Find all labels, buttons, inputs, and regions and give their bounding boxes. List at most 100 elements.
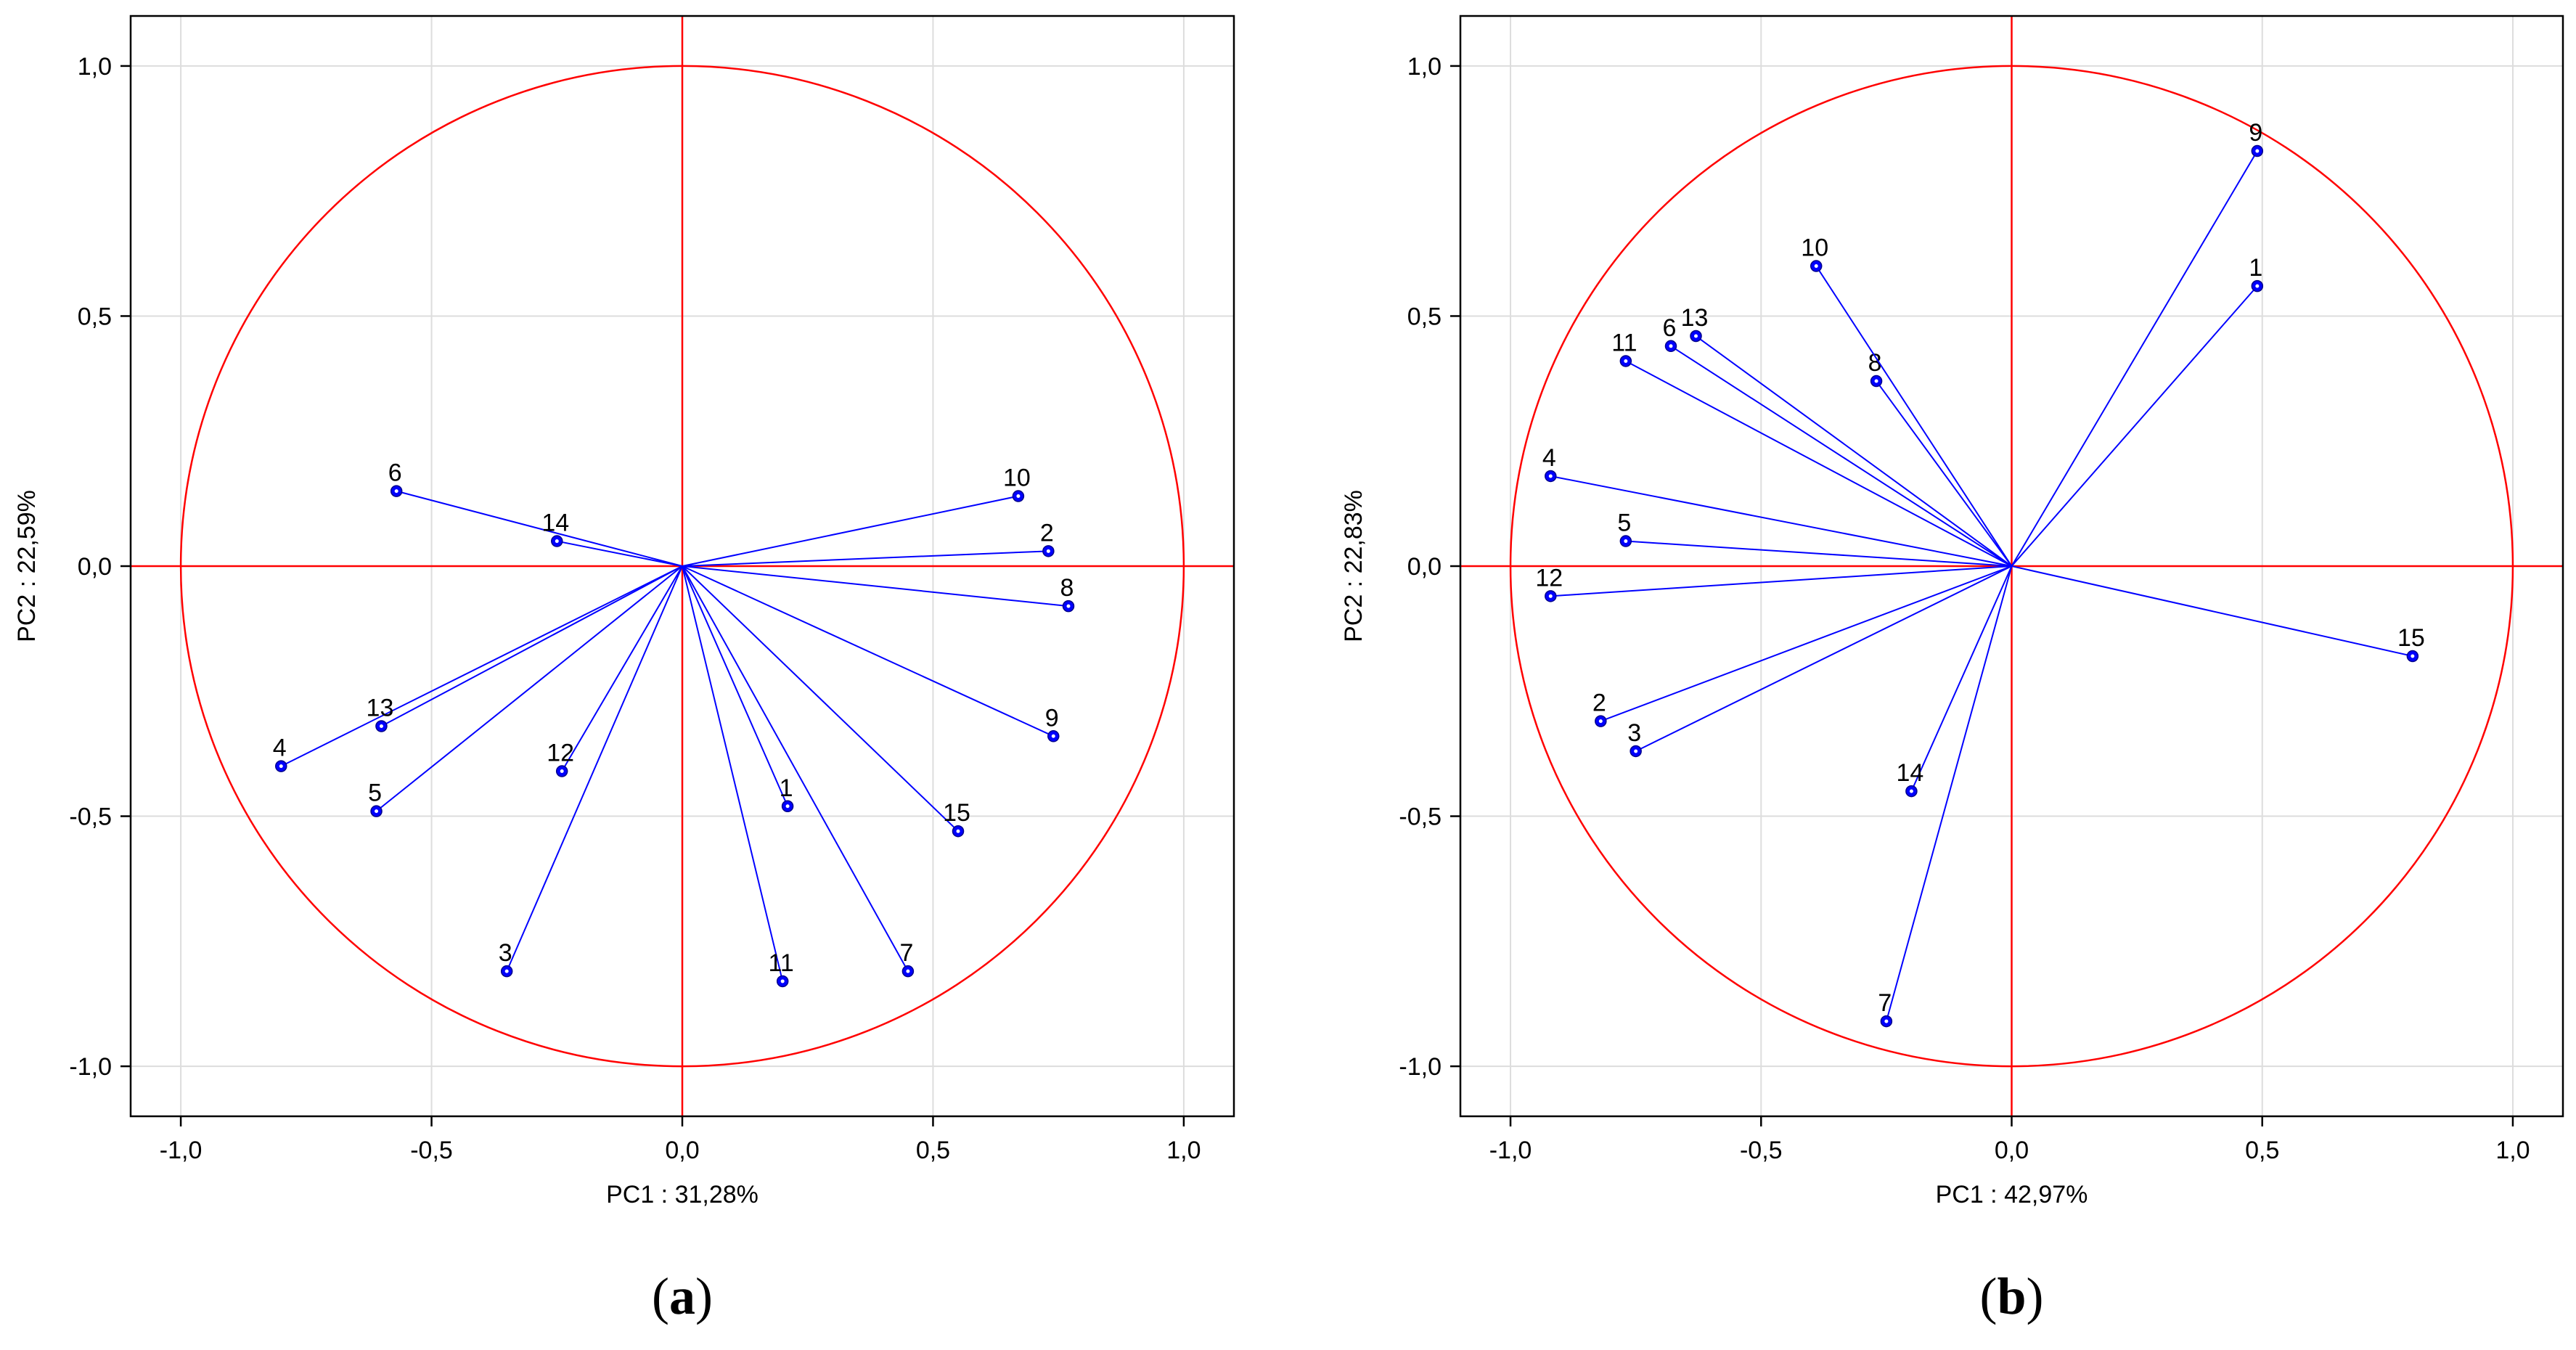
loading-vector-10	[1815, 265, 2013, 567]
loading-point-center	[1066, 604, 1071, 608]
point-label-3: 3	[499, 939, 512, 967]
loading-point-center	[1814, 264, 1818, 269]
panel-label-open-paren: (	[652, 1267, 669, 1325]
loading-vector-9	[2011, 150, 2258, 567]
point-label-2: 2	[1040, 519, 1054, 547]
loading-vector-6	[396, 490, 683, 567]
point-label-9: 9	[1045, 704, 1059, 732]
panel-label-letter: b	[1997, 1267, 2026, 1325]
panel-label-close-paren: )	[695, 1267, 713, 1325]
loading-vector-14	[557, 540, 683, 567]
loading-vector-14	[1910, 565, 2013, 792]
loading-vector-15	[2011, 565, 2413, 658]
point-label-9: 9	[2249, 119, 2262, 147]
loading-vector-5	[1625, 540, 2012, 567]
pca-panel-b: -1,0 -0,5 0,0 0,5 1,0 -1,0 -0,5 0,0 0,5 1,0 PC1 : …	[1340, 15, 2564, 1325]
loading-vector-4	[1550, 475, 2012, 567]
y-axis-title: PC2 : 22,83%	[1340, 490, 1367, 642]
y-tick-label: 1,0	[1407, 53, 1442, 81]
x-tick-label: 0,0	[1995, 1137, 2029, 1164]
point-label-15: 15	[943, 799, 970, 827]
loading-point-center	[504, 969, 509, 973]
loading-point-center	[1884, 1019, 1889, 1023]
point-label-6: 6	[1663, 314, 1677, 342]
point-label-8: 8	[1868, 349, 1882, 377]
y-tick-label: -1,0	[69, 1053, 112, 1081]
loading-point-center	[785, 804, 790, 809]
loading-vector-8	[682, 565, 1069, 608]
y-tick-label: -0,5	[69, 803, 112, 831]
y-tick-label: 1,0	[78, 53, 112, 81]
point-label-10: 10	[1003, 465, 1031, 492]
loading-vector-8	[1876, 380, 2013, 567]
point-label-7: 7	[1878, 989, 1892, 1017]
x-tick-label: 1,0	[2495, 1137, 2530, 1164]
y-tick-label: 0,0	[78, 553, 112, 581]
loading-point-center	[1909, 789, 1913, 793]
y-tick-label: 0,0	[1407, 553, 1442, 581]
loading-point-center	[956, 829, 960, 833]
loading-point-center	[560, 769, 564, 774]
loading-vector-1	[682, 565, 789, 807]
loading-point-center	[1874, 379, 1878, 383]
point-label-1: 1	[2249, 254, 2262, 282]
loading-vector-5	[375, 565, 683, 812]
loading-vector-3	[506, 565, 683, 972]
loading-point-center	[394, 489, 398, 494]
panel-label-open-paren: (	[1979, 1267, 1997, 1325]
point-label-4: 4	[1542, 444, 1556, 472]
y-tick-label: -1,0	[1399, 1053, 1442, 1081]
loading-point-center	[1669, 344, 1673, 348]
y-tick-label: 0,5	[1407, 303, 1442, 330]
loading-point-center	[1046, 549, 1050, 553]
loading-point-center	[555, 539, 559, 544]
point-label-8: 8	[1060, 574, 1074, 602]
loading-vector-1	[2011, 285, 2258, 567]
y-tick-label: 0,5	[78, 303, 112, 330]
loading-vector-2	[1600, 565, 2012, 722]
point-label-12: 12	[1535, 564, 1563, 592]
loading-point-center	[906, 969, 910, 973]
loading-vector-9	[682, 565, 1054, 737]
loading-vector-2	[682, 550, 1049, 567]
panel-label-letter: a	[669, 1267, 695, 1325]
loading-point-center	[379, 724, 383, 729]
panel-label: (b)	[1979, 1267, 2043, 1325]
loading-vector-4	[280, 565, 683, 767]
loading-point-center	[1548, 474, 1553, 478]
point-label-13: 13	[367, 695, 394, 722]
point-label-12: 12	[547, 740, 574, 767]
loading-point-center	[2255, 149, 2260, 153]
loading-point-center	[1598, 719, 1603, 724]
point-label-14: 14	[541, 510, 569, 537]
point-label-13: 13	[1681, 304, 1709, 332]
x-tick-label: -0,5	[410, 1137, 453, 1164]
x-axis-title: PC1 : 42,97%	[1936, 1181, 2088, 1208]
x-tick-label: 0,5	[2245, 1137, 2279, 1164]
loading-vector-13	[380, 565, 683, 727]
point-label-6: 6	[388, 459, 402, 487]
x-tick-label: 1,0	[1166, 1137, 1201, 1164]
loading-vector-13	[1695, 335, 2013, 567]
point-label-4: 4	[273, 735, 287, 762]
x-tick-label: 0,5	[916, 1137, 950, 1164]
point-label-11: 11	[769, 949, 794, 977]
loading-point-center	[2255, 284, 2260, 288]
loading-vector-7	[1885, 565, 2013, 1022]
x-axis-title: PC1 : 31,28%	[606, 1181, 759, 1208]
loading-point-center	[2411, 654, 2415, 658]
point-label-2: 2	[1592, 690, 1606, 717]
loading-point-center	[1624, 539, 1628, 544]
loading-vector-11	[1625, 360, 2012, 567]
point-label-5: 5	[368, 780, 382, 807]
point-label-11: 11	[1611, 329, 1637, 356]
loading-vector-10	[682, 495, 1019, 567]
loading-point-center	[375, 809, 379, 814]
point-label-7: 7	[899, 939, 913, 967]
loading-vector-11	[682, 565, 784, 982]
loading-point-center	[1624, 359, 1628, 363]
loading-vector-12	[561, 565, 683, 772]
loading-vector-7	[682, 565, 909, 972]
pca-panel-a: -1,0 -0,5 0,0 0,5 1,0 -1,0 -0,5 0,0 0,5 1,0 PC1 : …	[13, 15, 1235, 1325]
point-label-10: 10	[1801, 234, 1828, 262]
